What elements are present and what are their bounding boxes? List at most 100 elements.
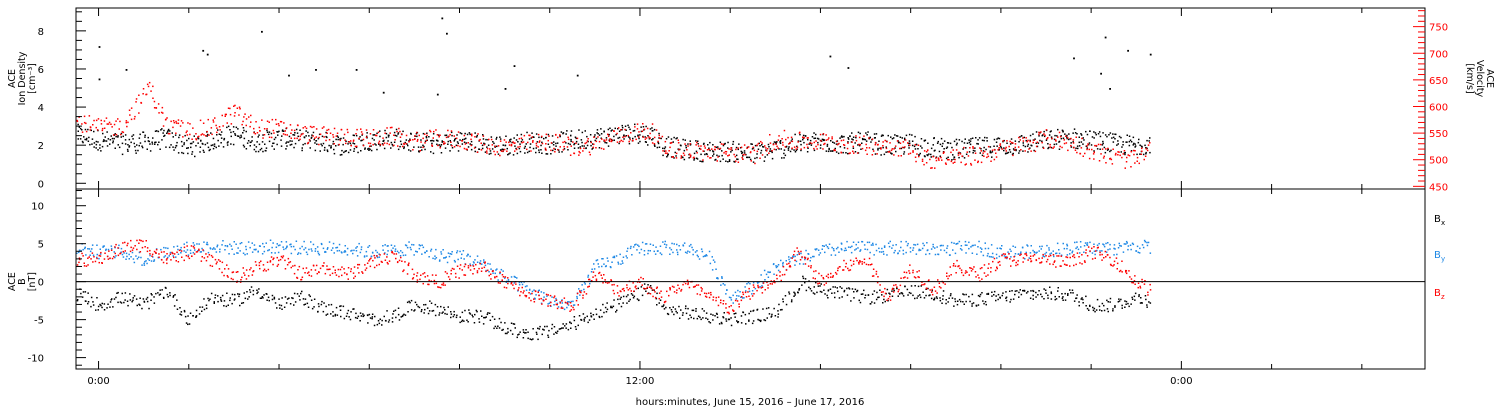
data-point (700, 145, 702, 147)
data-point (897, 141, 900, 144)
data-point (525, 143, 527, 145)
data-point (363, 255, 366, 257)
data-point (357, 315, 360, 318)
data-point (696, 317, 699, 320)
data-point (972, 146, 974, 148)
data-point (136, 248, 138, 251)
data-point (483, 316, 485, 319)
data-point (387, 263, 389, 265)
data-point (210, 127, 213, 129)
data-point (120, 251, 122, 253)
data-point (95, 140, 98, 143)
data-point (166, 293, 169, 296)
data-point (237, 271, 239, 273)
data-point (912, 294, 914, 297)
data-point (340, 128, 343, 131)
data-point (1062, 137, 1065, 139)
data-point (357, 267, 359, 269)
data-point (1096, 148, 1099, 150)
data-point (262, 270, 265, 272)
data-point (940, 249, 942, 251)
data-point (95, 147, 97, 149)
data-point (966, 151, 968, 153)
data-point (852, 139, 854, 141)
data-point (637, 287, 639, 290)
data-point (954, 158, 956, 161)
data-point (1118, 151, 1120, 153)
data-point (1141, 147, 1143, 150)
data-point (788, 293, 791, 295)
data-point (524, 145, 526, 148)
data-point (890, 149, 893, 152)
data-point (542, 328, 544, 331)
data-point (201, 133, 204, 135)
data-point (943, 148, 945, 150)
data-point (556, 302, 559, 305)
data-point (234, 112, 236, 114)
data-point (96, 253, 98, 256)
data-point (390, 249, 393, 252)
data-point (824, 251, 826, 254)
data-point (411, 268, 414, 271)
data-point (971, 293, 974, 296)
data-point (397, 148, 400, 151)
data-point (146, 247, 149, 249)
data-point (625, 295, 628, 298)
data-point (866, 134, 868, 136)
data-point (530, 299, 532, 302)
data-point (902, 295, 905, 297)
data-point (450, 313, 453, 315)
data-point (744, 291, 747, 294)
data-point (332, 136, 335, 138)
data-point (750, 160, 752, 162)
data-point (344, 150, 346, 153)
data-point (437, 134, 440, 136)
data-point (1062, 242, 1064, 245)
data-point (741, 297, 744, 299)
data-point (750, 310, 752, 313)
data-point (608, 139, 610, 141)
data-point (273, 296, 276, 299)
data-point (619, 298, 621, 300)
data-point (748, 319, 750, 321)
data-point (370, 149, 373, 152)
data-point (811, 142, 813, 145)
data-point (730, 148, 732, 151)
data-point (1045, 139, 1048, 141)
data-point (101, 306, 103, 309)
data-point (534, 290, 537, 293)
data-point (78, 249, 81, 251)
data-point (235, 271, 238, 273)
data-point (243, 116, 245, 118)
data-point (777, 139, 780, 141)
data-point (159, 148, 161, 150)
data-point (302, 298, 305, 300)
data-point (810, 265, 812, 267)
data-point (1082, 137, 1084, 139)
data-point (294, 301, 297, 303)
data-point (1062, 131, 1064, 133)
data-point (100, 119, 102, 122)
data-point (530, 137, 533, 139)
data-point (695, 150, 698, 153)
data-point (96, 256, 98, 259)
data-point (131, 249, 134, 251)
data-point (842, 151, 844, 154)
data-point (142, 131, 145, 133)
data-point (131, 300, 133, 303)
data-point (1066, 254, 1069, 256)
data-point (432, 133, 435, 135)
data-point (616, 132, 618, 135)
data-point (930, 248, 933, 250)
data-point (881, 294, 883, 296)
data-point (850, 300, 852, 302)
data-point (608, 133, 610, 136)
data-point (1130, 141, 1133, 143)
data-point (258, 245, 261, 247)
data-point (541, 135, 543, 138)
data-point (293, 146, 295, 149)
data-point (219, 296, 222, 299)
data-point (601, 138, 603, 140)
data-point (861, 137, 864, 140)
data-point (203, 241, 205, 243)
